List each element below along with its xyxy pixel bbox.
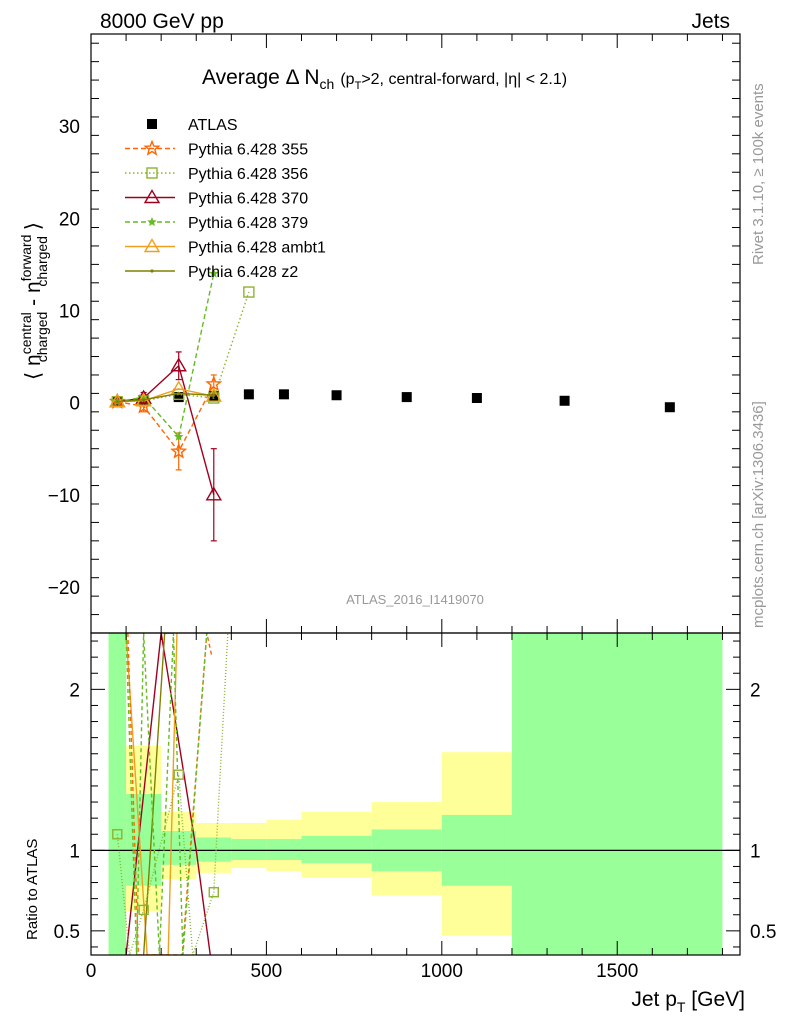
x-axis-label: Jet pT [GeV] (631, 988, 745, 1015)
x-tick-label-500: 500 (251, 961, 283, 982)
legend-marker-pythia-6-428-355 (143, 139, 161, 156)
y-tick-label--20: −20 (48, 578, 80, 599)
point-atlas-6 (331, 390, 342, 401)
ratio-stat-band-5 (266, 839, 302, 861)
point-atlas-7 (401, 392, 412, 403)
series-line-pythia-6-428-379 (117, 273, 215, 439)
point-pythia-6-428-356-4 (243, 286, 255, 298)
series-line-pythia-6-428-356 (117, 291, 250, 403)
point-pythia-6-428-370-2 (170, 357, 187, 372)
y-tick-label-30: 30 (59, 117, 80, 138)
ratio-stat-band-4 (231, 839, 267, 861)
legend-marker-pythia-6-428-ambt1 (143, 238, 161, 253)
legend-label-pythia-6-428-379: Pythia 6.428 379 (188, 215, 308, 232)
ratio-line-1 (125, 633, 178, 955)
ratio-point-356-1 (138, 904, 149, 916)
side-text-mcplots: mcplots.cern.ch [arXiv:1306.3436] (750, 401, 767, 628)
legend-label-atlas: ATLAS (188, 117, 238, 134)
legend-marker-pythia-6-428-379 (147, 217, 157, 226)
y-tick-label--10: −10 (48, 486, 80, 507)
point-atlas-10 (664, 402, 675, 413)
point-atlas-4 (243, 389, 254, 400)
point-pythia-6-428-355-2 (170, 442, 188, 459)
header-left: 8000 GeV pp (100, 10, 224, 33)
ratio-stat-band-6 (301, 835, 372, 864)
ratio-model-lines (116, 633, 229, 955)
point-atlas-5 (278, 389, 289, 400)
ratio-y-axis-label: Ratio to ATLAS (24, 839, 41, 940)
point-atlas-8 (471, 393, 482, 404)
point-pythia-6-428-z2-2 (177, 391, 181, 395)
legend-label-pythia-6-428-370: Pythia 6.428 370 (188, 191, 308, 208)
ratio-stat-band-9 (511, 633, 723, 955)
ratio-line-0 (125, 633, 211, 955)
y-axis-main: −20 −10 0 10 20 30 (48, 42, 740, 634)
ratio-point-356-2 (173, 769, 184, 780)
legend-label-pythia-6-428-ambt1: Pythia 6.428 ambt1 (188, 240, 326, 257)
ratio-tick-label-left-1: 1 (69, 841, 80, 862)
plot-layer: ATLAS Pythia 6.428 355 Pythia 6.428 356 Pyt… (48, 33, 776, 982)
y-tick-label-0: 0 (69, 394, 80, 415)
legend-label-pythia-6-428-z2: Pythia 6.428 z2 (188, 264, 298, 281)
x-tick-label-0: 0 (86, 961, 97, 982)
ratio-tick-label-left-0.5: 0.5 (54, 922, 80, 943)
ratio-tick-label-right-1: 1 (750, 841, 761, 862)
point-atlas-9 (559, 395, 570, 406)
legend-label-pythia-6-428-356: Pythia 6.428 356 (188, 166, 308, 183)
ratio-line-2 (142, 633, 174, 955)
ratio-tick-label-right-2: 2 (750, 680, 761, 701)
point-pythia-6-428-z2-1 (142, 398, 146, 402)
point-pythia-6-428-z2-0 (115, 400, 119, 404)
point-pythia-6-428-370-1 (135, 389, 152, 404)
ratio-bands (108, 633, 723, 955)
legend-marker-atlas (147, 119, 157, 129)
ratio-point-356-3 (208, 887, 219, 898)
point-pythia-6-428-379-3 (209, 268, 219, 278)
series-line-pythia-6-428-355 (117, 383, 215, 453)
series-line-pythia-6-428-370 (117, 364, 215, 495)
ratio-line-5 (116, 633, 229, 955)
analysis-watermark: ATLAS_2016_I1419070 (346, 592, 484, 607)
y-axis-label: ⟨ ncentralcharged - nforwardcharged ⟩ (18, 222, 50, 380)
side-text-rivet: Rivet 3.1.10, ≥ 100k events (750, 83, 767, 265)
ratio-tick-label-right-0.5: 0.5 (750, 922, 776, 943)
legend: ATLAS Pythia 6.428 355 Pythia 6.428 356 Pyt… (125, 117, 326, 281)
y-tick-label-20: 20 (59, 209, 80, 230)
legend-label-pythia-6-428-355: Pythia 6.428 355 (188, 142, 308, 159)
y-axis-ratio: 0.5 0.5 1 1 2 2 (54, 640, 776, 948)
x-tick-label-1500: 1500 (596, 961, 638, 982)
ratio-point-356-0 (112, 829, 123, 840)
chart-title: Average Δ Nch (pT>2, central-forward, |η|… (202, 66, 567, 92)
series-line-pythia-6-428-z2 (117, 392, 214, 403)
x-tick-label-1000: 1000 (421, 961, 463, 982)
x-axis: 0 500 1000 1500 (86, 34, 723, 982)
ratio-tick-label-left-2: 2 (69, 680, 80, 701)
main-series (108, 268, 675, 542)
ratio-line-3 (127, 633, 213, 955)
point-atlas-2 (173, 392, 184, 403)
point-pythia-6-428-379-2 (173, 431, 184, 441)
ratio-stat-band-0 (108, 633, 127, 955)
legend-marker-pythia-6-428-z2 (150, 269, 154, 273)
ratio-stat-band-3 (196, 837, 232, 862)
legend-marker-pythia-6-428-356 (146, 167, 158, 179)
point-pythia-6-428-370-3 (205, 486, 223, 501)
point-pythia-6-428-355-3 (205, 375, 223, 392)
ratio-frame (90, 632, 741, 956)
header-right: Jets (691, 10, 730, 33)
point-pythia-6-428-z2-3 (212, 393, 216, 397)
legend-marker-pythia-6-428-370 (143, 189, 161, 204)
y-tick-label-10: 10 (59, 301, 80, 322)
point-pythia-6-428-ambt1-0 (109, 393, 126, 408)
